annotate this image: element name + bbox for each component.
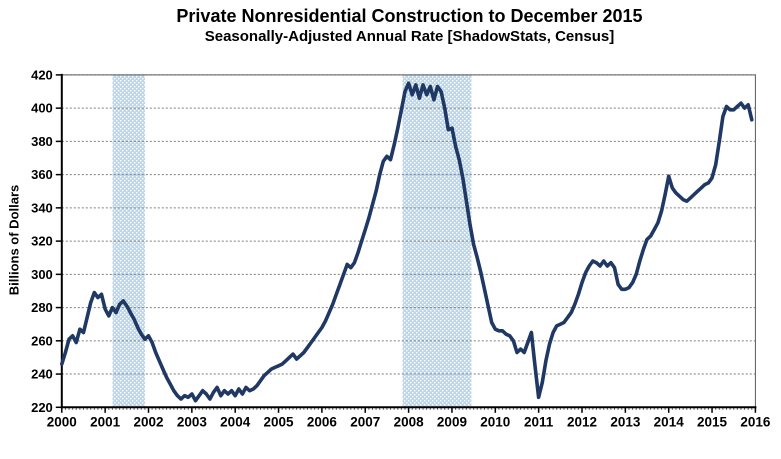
- x-tick-label: 2006: [307, 414, 338, 429]
- x-tick-label: 2008: [394, 414, 425, 429]
- recession-band: [112, 74, 146, 408]
- x-tick-label: 2014: [654, 414, 685, 429]
- x-tick-label: 2015: [697, 414, 728, 429]
- x-tick-label: 2011: [524, 414, 554, 429]
- y-tick-label: 240: [31, 367, 53, 382]
- recession-band: [402, 74, 472, 408]
- y-tick-label: 320: [31, 234, 53, 249]
- x-tick-label: 2003: [177, 414, 208, 429]
- y-tick-label: 280: [31, 300, 53, 315]
- y-tick-label: 300: [31, 267, 53, 282]
- chart-title: Private Nonresidential Construction to D…: [176, 6, 643, 26]
- x-tick-label: 2001: [90, 414, 121, 429]
- x-tick-label: 2013: [610, 414, 641, 429]
- y-tick-label: 380: [31, 134, 53, 149]
- x-tick-label: 2016: [740, 414, 771, 429]
- y-tick-label: 340: [31, 200, 53, 215]
- x-tick-label: 2012: [567, 414, 597, 429]
- x-tick-label: 2010: [480, 414, 510, 429]
- y-tick-label: 220: [31, 400, 53, 415]
- x-tick-label: 2004: [220, 414, 251, 429]
- y-tick-label: 260: [31, 333, 53, 348]
- x-tick-label: 2007: [350, 414, 380, 429]
- x-tick-label: 2000: [47, 414, 77, 429]
- x-tick-label: 2009: [437, 414, 467, 429]
- data-series-line: [59, 81, 754, 403]
- chart-subtitle: Seasonally-Adjusted Annual Rate [ShadowS…: [204, 28, 615, 45]
- y-tick-label: 400: [31, 101, 53, 116]
- x-tick-label: 2002: [133, 414, 163, 429]
- x-tick-label: 2005: [264, 414, 295, 429]
- y-tick-label: 360: [31, 167, 53, 182]
- y-tick-label: 420: [31, 67, 53, 82]
